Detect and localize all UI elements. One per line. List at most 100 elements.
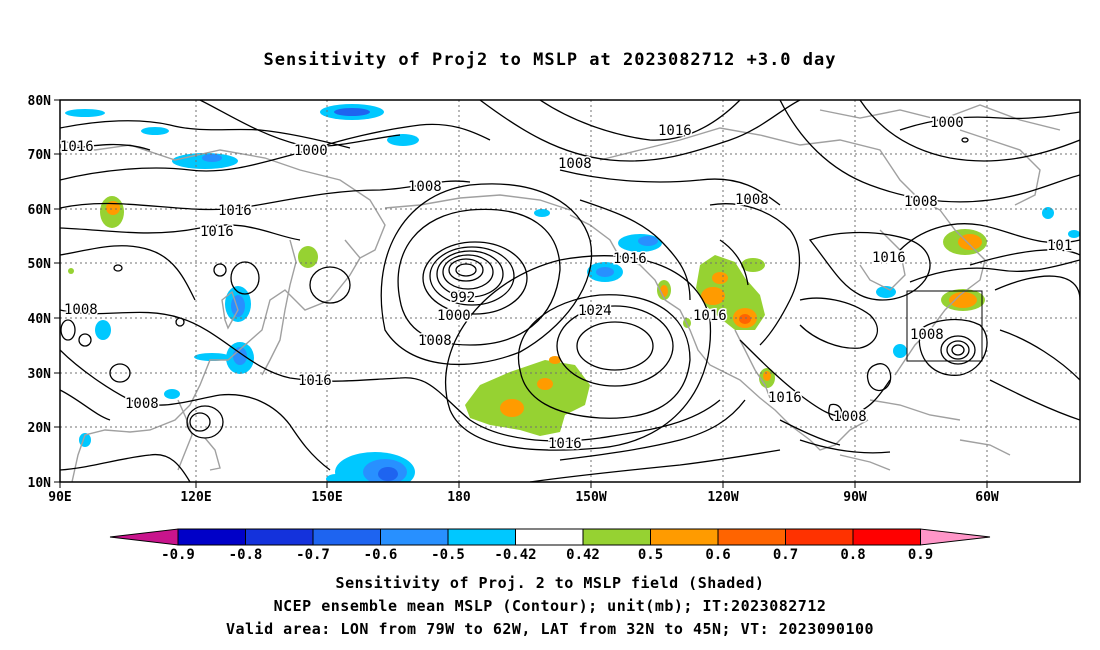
contour-label: 1016 [218, 203, 252, 219]
contour-label: 1000 [930, 115, 964, 131]
colorbar-label: -0.8 [229, 547, 263, 563]
tick-marks [54, 99, 988, 488]
colorbar-bin [852, 528, 921, 546]
lat-label: 50N [28, 257, 52, 272]
sensitivity-shading [65, 104, 1080, 482]
colorbar-label: -0.6 [364, 547, 398, 563]
contour-label: 1008 [904, 194, 938, 210]
lat-label: 40N [28, 312, 52, 327]
colorbar-bin [245, 528, 314, 546]
caption-valid-area: Valid area: LON from 79W to 62W, LAT fro… [225, 620, 875, 638]
colorbar-bin [582, 528, 651, 546]
map-title: Sensitivity of Proj2 to MSLP at 20230827… [263, 50, 837, 70]
shade-neg-4-core [202, 154, 222, 162]
contour-label: 1008 [64, 302, 98, 318]
colorbar-label: -0.5 [431, 547, 465, 563]
contour-label: 1016 [60, 139, 94, 155]
lon-labels: 90E 120E 150E 180 150W 120W 90W 60W [48, 490, 999, 505]
shade-pos-7 [741, 258, 765, 272]
lon-label: 90W [843, 490, 867, 505]
colorbar-label: -0.7 [296, 547, 330, 563]
caption-shaded: Sensitivity of Proj. 2 to MSLP field (Sh… [335, 574, 765, 592]
valid-area-box [906, 290, 983, 362]
contour-label: 1008 [125, 396, 159, 412]
contour-label: 1008 [558, 156, 592, 172]
shade-neg-10 [164, 389, 180, 399]
mslp-contours [60, 100, 1080, 482]
shade-pos-4-core-a [500, 399, 524, 417]
colorbar-label: 0.8 [840, 547, 865, 563]
contour-label: 1008 [418, 333, 452, 349]
colorbar-bin [177, 528, 246, 546]
contour-labels: 1016 1000 1008 1016 1016 1008 992 1000 1… [59, 114, 1074, 454]
shade-neg-15-core [596, 267, 614, 277]
contour-label: 992 [450, 290, 475, 306]
lon-label: 180 [447, 490, 471, 505]
lat-label: 70N [28, 148, 52, 163]
shade-neg-5 [387, 134, 419, 146]
shade-neg-16 [534, 209, 550, 217]
colorbar-left-end [109, 528, 179, 546]
lat-label: 60N [28, 203, 52, 218]
contour-label: 1016 [658, 123, 692, 139]
contour-label: 1016 [613, 251, 647, 267]
contour-label: 1016 [768, 390, 802, 406]
gridlines [60, 100, 1080, 482]
contour-label: 1008 [735, 192, 769, 208]
shade-neg-2 [65, 109, 105, 117]
colorbar-right-end [920, 528, 991, 546]
lon-label: 150W [575, 490, 606, 505]
contour-label: 1008 [910, 327, 944, 343]
lon-label: 120E [180, 490, 211, 505]
caption-contour: NCEP ensemble mean MSLP (Contour); unit(… [273, 597, 827, 615]
contour-label: 1016 [693, 308, 727, 324]
lat-label: 10N [28, 476, 52, 491]
lat-label: 80N [28, 94, 52, 109]
colorbar-label: -0.42 [494, 547, 536, 563]
colorbar-bin [785, 528, 854, 546]
lon-label: 90E [48, 490, 71, 505]
shade-pos-3 [68, 268, 74, 274]
colorbar-bin [447, 528, 516, 546]
shade-pos-2 [298, 246, 318, 268]
contour-label: 1008 [833, 409, 867, 425]
lat-label: 20N [28, 421, 52, 436]
shade-pos-5-inner [739, 314, 751, 324]
contour-label: 1024 [578, 303, 612, 319]
shade-neg-7-core [233, 347, 247, 365]
colorbar-bin [650, 528, 719, 546]
shade-neg-19 [1042, 207, 1054, 219]
contour-label: 1016 [872, 250, 906, 266]
plot-frame [59, 99, 1081, 483]
contour-label: 1000 [437, 308, 471, 324]
colorbar-label: 0.42 [566, 547, 600, 563]
colorbar-label: 0.5 [638, 547, 663, 563]
contour-label: 1008 [408, 179, 442, 195]
shade-pos-4-core-b [537, 378, 553, 390]
shade-neg-3 [141, 127, 169, 135]
contour-label: 1016 [298, 373, 332, 389]
contour-label: 1000 [294, 143, 328, 159]
shade-neg-13 [326, 474, 346, 482]
contour-label: 1016 [548, 436, 582, 452]
shade-neg-14-core [638, 236, 658, 246]
lon-label: 120W [707, 490, 738, 505]
shade-pos-5-core-c [712, 272, 728, 284]
shade-pos-5-core-a [701, 287, 725, 305]
colorbar-labels: -0.9 -0.8 -0.7 -0.6 -0.5 -0.42 0.42 0.5 … [161, 547, 933, 563]
shade-neg-8 [194, 353, 230, 361]
shade-pos-1-core [106, 201, 120, 215]
colorbar-label: 0.6 [705, 547, 730, 563]
shade-neg-1-core [334, 108, 370, 116]
shade-neg-9 [95, 320, 111, 340]
shade-neg-12-inner [378, 467, 398, 481]
colorbar-label: 0.7 [773, 547, 798, 563]
colorbar-bin [717, 528, 786, 546]
shade-neg-20 [1068, 230, 1080, 238]
lat-labels: 80N 70N 60N 50N 40N 30N 20N 10N [28, 94, 52, 491]
lon-label: 60W [975, 490, 999, 505]
lat-label: 30N [28, 367, 52, 382]
shade-pos-4-core-c [549, 356, 561, 364]
colorbar-bin [515, 528, 584, 546]
